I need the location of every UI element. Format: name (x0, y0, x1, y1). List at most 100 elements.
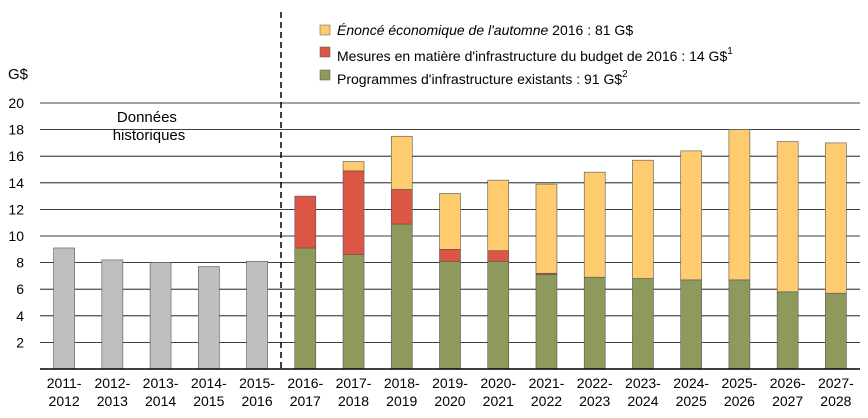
x-category-label-line-2: 2017 (290, 393, 321, 409)
x-category-label-line-2: 2015 (193, 393, 224, 409)
bar-segment-series-0 (632, 278, 654, 370)
legend-swatch-fall-statement (319, 24, 331, 36)
x-category-label-line-1: 2021- (529, 375, 565, 391)
x-category-label-line-2: 2024 (627, 393, 658, 409)
x-category-label-line-1: 2014- (191, 375, 227, 391)
legend-label-existing-programs: Programmes d'infrastructure existants : … (337, 69, 628, 87)
y-tick-label: 20 (8, 95, 24, 111)
y-tick-labels: 2 4 6 8 10 12 14 16 18 20 (8, 95, 24, 350)
x-category-label-line-1: 2027- (818, 375, 854, 391)
x-category-label: 2026- 2027 (770, 375, 806, 409)
x-category-label: 2017- 2018 (336, 375, 372, 409)
x-category-label: 2016- 2017 (287, 375, 323, 409)
bar-segment-series-0 (535, 274, 558, 370)
x-category-label-line-1: 2023- (625, 375, 661, 391)
bar-segment-series-2 (680, 150, 702, 281)
y-tick-label: 16 (8, 148, 24, 164)
x-category-label-line-1: 2026- (770, 375, 806, 391)
x-category-label-line-2: 2022 (531, 393, 562, 409)
x-category-label-line-1: 2015- (239, 375, 275, 391)
bar-segment-series-0 (728, 279, 751, 370)
legend-swatch-budget-2016 (319, 46, 331, 58)
bar-segment-series-2 (439, 193, 461, 250)
x-category-label-line-1: 2011- (47, 375, 82, 391)
x-category-label-line-2: 2023 (579, 393, 610, 409)
y-tick-label: 6 (16, 281, 24, 297)
x-category-label: 2020- 2021 (480, 375, 516, 409)
bar-segment-series-2 (825, 142, 847, 294)
bar-segment-series-2 (583, 171, 606, 278)
x-category-label: 2012- 2013 (94, 375, 130, 409)
legend-label-fall-statement-italic: Énoncé économique de l'automne (337, 22, 548, 38)
x-category-label: 2023- 2024 (625, 375, 661, 409)
x-category-label-line-2: 2027 (772, 393, 803, 409)
bar-segment-series-0 (776, 291, 799, 370)
bar-segment-series-2 (487, 179, 510, 251)
x-category-label-line-2: 2019 (386, 393, 417, 409)
y-tick-label: 8 (16, 255, 24, 271)
x-category-label-line-2: 2026 (724, 393, 755, 409)
y-tick-label: 10 (8, 228, 24, 244)
x-category-label: 2021- 2022 (529, 375, 565, 409)
x-category-label-line-1: 2025- (722, 375, 758, 391)
legend-label-budget-2016: Mesures en matière d'infrastructure du b… (337, 46, 733, 64)
y-tick-label: 18 (8, 122, 24, 138)
bar-segment-series-0 (342, 254, 365, 370)
x-category-label-line-1: 2018- (384, 375, 420, 391)
legend: Énoncé économique de l'automne 2016 : 81… (319, 22, 733, 87)
x-category-label: 2013- 2014 (143, 375, 179, 409)
x-category-labels: 2011- 2012 2012- 2013 2013- 2014 2014- 2015 2015… (47, 375, 854, 409)
legend-label-fall-statement-rest: 2016 : 81 G$ (548, 22, 633, 38)
bar-segment-series-2 (390, 135, 413, 190)
bar-historical (246, 260, 268, 370)
bar-segment-series-0 (390, 223, 413, 370)
bar-segment-series-0 (294, 247, 317, 370)
x-category-label-line-1: 2016- (287, 375, 323, 391)
historical-annotation-line-2: historiques (113, 127, 186, 144)
x-category-label: 2022- 2023 (577, 375, 613, 409)
bar-segment-series-1 (439, 249, 461, 262)
bar-historical (149, 262, 172, 370)
x-category-label: 2014- 2015 (191, 375, 227, 409)
bar-segment-series-2 (632, 159, 654, 279)
bar-segment-series-2 (342, 161, 365, 172)
x-category-label: 2019- 2020 (432, 375, 468, 409)
x-category-label: 2011- 2012 (47, 375, 82, 409)
legend-swatch-existing-programs (319, 69, 331, 81)
bar-segment-series-0 (680, 279, 702, 370)
bar-historical (53, 247, 75, 370)
bar-segment-series-2 (535, 183, 558, 274)
y-tick-label: 4 (16, 308, 24, 324)
y-tick-label: 14 (8, 175, 24, 191)
x-category-label: 2015- 2016 (239, 375, 275, 409)
x-category-label-line-1: 2022- (577, 375, 613, 391)
x-category-label-line-2: 2018 (338, 393, 369, 409)
legend-label-budget-2016-text: Mesures en matière d'infrastructure du b… (337, 48, 727, 64)
bar-segment-series-0 (487, 260, 510, 370)
bar-segment-series-0 (583, 276, 606, 370)
bar-historical (101, 259, 124, 370)
historical-annotation: Données historiques (113, 109, 186, 144)
x-category-label-line-2: 2013 (97, 393, 128, 409)
bar-segment-series-1 (487, 250, 510, 262)
x-category-label: 2024- 2025 (673, 375, 709, 409)
legend-label-existing-programs-sup: 2 (622, 69, 628, 80)
bar-segment-series-1 (294, 195, 317, 249)
x-category-label: 2027- 2028 (818, 375, 854, 409)
x-category-label-line-2: 2012 (49, 393, 80, 409)
legend-label-budget-2016-sup: 1 (727, 46, 733, 57)
x-category-label-line-1: 2024- (673, 375, 709, 391)
x-category-label-line-2: 2014 (145, 393, 176, 409)
y-tick-label: 2 (16, 334, 24, 350)
x-category-label-line-2: 2016 (241, 393, 272, 409)
x-category-label-line-2: 2020 (434, 393, 465, 409)
x-category-label-line-1: 2020- (480, 375, 516, 391)
bar-segment-series-0 (825, 292, 847, 370)
x-category-label-line-2: 2025 (676, 393, 707, 409)
bar-segment-series-2 (776, 141, 799, 293)
y-axis-unit: G$ (8, 66, 29, 83)
x-category-label-line-1: 2013- (143, 375, 179, 391)
x-category-label-line-1: 2019- (432, 375, 468, 391)
bar-segment-series-1 (342, 170, 365, 255)
